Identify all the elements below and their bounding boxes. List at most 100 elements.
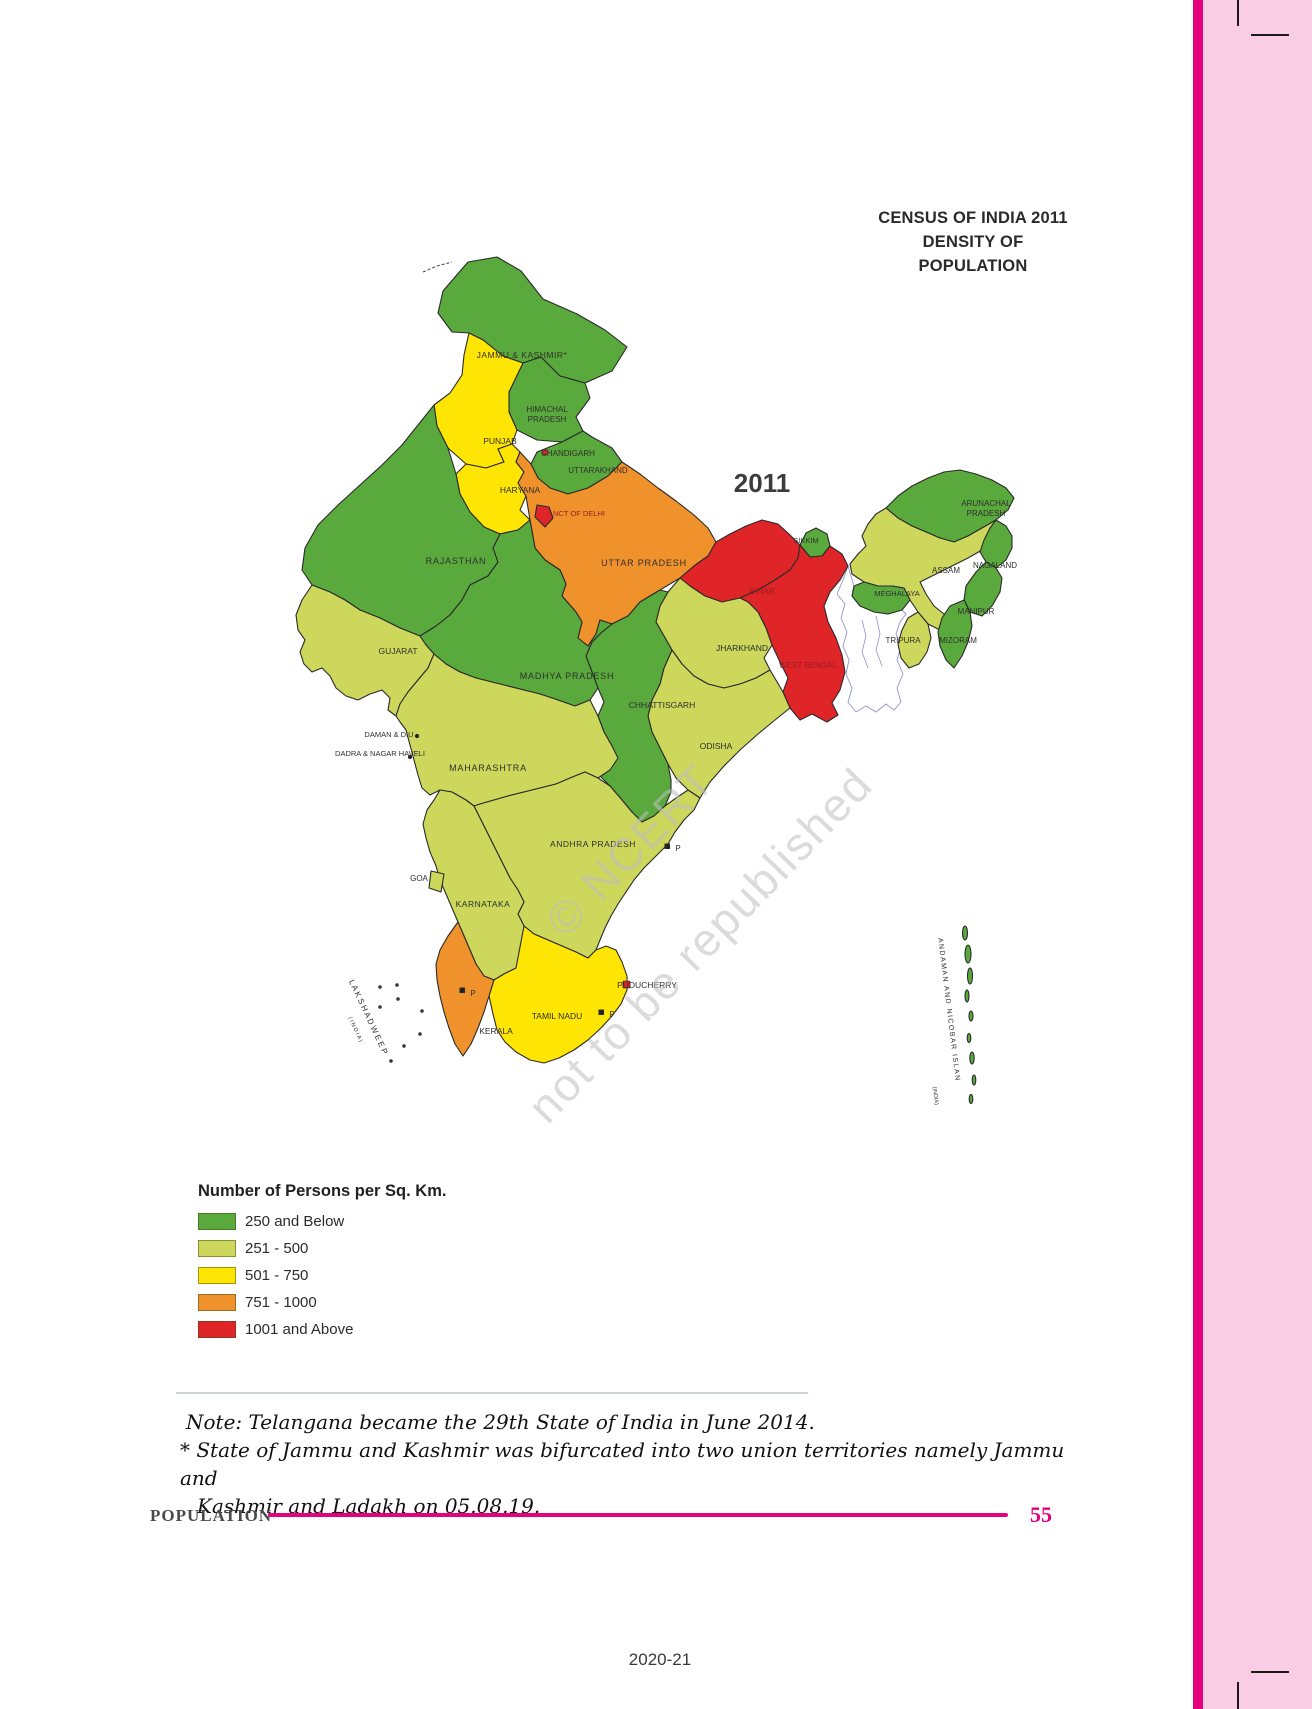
state-tripura — [897, 611, 932, 669]
map-title: CENSUS OF INDIA 2011 DENSITY OF POPULATI… — [868, 206, 1078, 278]
river-line — [861, 619, 869, 669]
legend-label-250_below: 250 and Below — [245, 1213, 345, 1230]
map-label-karnataka: KARNATAKA — [456, 899, 511, 909]
legend-row-251_500: 251 - 500 — [198, 1240, 446, 1257]
map-label-uttar-pradesh: UTTAR PRADESH — [601, 558, 687, 568]
map-label-dadra-nagar-haveli: DADRA & NAGAR HAVELI — [335, 749, 425, 758]
legend-row-501_750: 501 - 750 — [198, 1267, 446, 1284]
map-label-mizoram: MIZORAM — [939, 636, 977, 645]
crop-mark-top-vertical — [1237, 0, 1239, 26]
legend-swatch-251_500 — [198, 1240, 236, 1257]
map-label-meghalaya: MEGHALAYA — [874, 589, 920, 598]
state-assam — [849, 507, 1003, 631]
map-label-west-bengal: WEST BENGAL — [779, 661, 837, 670]
map-label-kerala: KERALA — [479, 1026, 513, 1036]
map-label-year-2011: 2011 — [734, 468, 790, 498]
footer-page-number: 55 — [1030, 1502, 1052, 1527]
map-label-chhattisgarh: CHHATTISGARH — [629, 700, 695, 710]
legend-rows: 250 and Below 251 - 500 501 - 750 751 - 100… — [198, 1213, 446, 1338]
andaman-island — [968, 1093, 974, 1105]
map-label-andhra-pradesh: ANDHRA PRADESH — [550, 839, 636, 849]
andaman-island — [969, 1051, 975, 1065]
note-line2: * State of Jammu and Kashmir was bifurca… — [180, 1438, 1065, 1490]
legend-swatch-1001_above — [198, 1321, 236, 1338]
state-tamil-nadu — [488, 925, 628, 1064]
map-label-p-karaikal: P — [609, 1010, 614, 1019]
map-label-madhya-pradesh: MADHYA PRADESH — [520, 671, 615, 681]
legend-swatch-250_below — [198, 1213, 236, 1230]
legend-row-751_1000: 751 - 1000 — [198, 1294, 446, 1311]
map-label-andaman-india: (INDIA) — [931, 1086, 939, 1105]
karaikal-marker — [598, 1009, 605, 1016]
map-label-bihar: BIHAR — [749, 586, 775, 596]
crop-mark-bottom-vertical — [1237, 1682, 1239, 1709]
dadra-marker — [407, 754, 413, 760]
legend-row-250_below: 250 and Below — [198, 1213, 446, 1230]
legend-swatch-501_750 — [198, 1267, 236, 1284]
island-groups — [378, 925, 977, 1105]
map-title-line2: DENSITY OF POPULATION — [918, 233, 1028, 275]
map-label-gujarat: GUJARAT — [378, 646, 417, 656]
river-line — [875, 615, 883, 667]
state-goa — [428, 870, 445, 893]
map-label-himachal-line1: HIMACHAL — [526, 405, 568, 414]
map-label-odisha: ODISHA — [700, 741, 733, 751]
state-shapes — [295, 256, 1015, 1064]
note-line1: Note: Telangana became the 29th State of… — [186, 1410, 815, 1434]
map-label-nct-delhi: NCT OF DELHI — [553, 509, 605, 518]
page-edge-band-light — [1203, 0, 1312, 1709]
crop-mark-bottom-horizontal — [1251, 1671, 1289, 1673]
legend-label-751_1000: 751 - 1000 — [245, 1294, 317, 1311]
yanam-marker — [664, 843, 671, 850]
andaman-island — [966, 967, 974, 985]
legend-label-1001_above: 1001 and Above — [245, 1321, 354, 1338]
map-label-maharashtra: MAHARASHTRA — [449, 763, 527, 773]
map-label-lakshadweep: L A K S H A D W E E P — [347, 978, 389, 1055]
map-label-punjab: PUNJAB — [483, 436, 517, 446]
note-block: Note: Telangana became the 29th State of… — [180, 1408, 1100, 1520]
map-title-line1: CENSUS OF INDIA 2011 — [878, 209, 1068, 227]
page-edge-band-dark — [1193, 0, 1203, 1709]
page-footer: POPULATION 55 — [150, 1502, 1070, 1532]
puducherry-marker — [622, 980, 631, 989]
legend-swatch-751_1000 — [198, 1294, 236, 1311]
map-label-p-mahe: P — [470, 989, 475, 998]
mahe-marker — [459, 987, 466, 994]
state-meghalaya — [851, 581, 911, 615]
map-label-assam: ASSAM — [932, 566, 960, 575]
map-label-daman-diu: DAMAN & DIU — [364, 730, 413, 739]
map-label-sikkim: SIKKIM — [793, 536, 818, 545]
map-label-andaman-nicobar: ANDAMAN AND NICOBAR ISLAN — [936, 938, 961, 1083]
andaman-island — [964, 989, 970, 1003]
map-label-jharkhand: JHARKHAND — [716, 643, 768, 653]
note-divider-rule — [176, 1392, 808, 1394]
andaman-island — [968, 1010, 974, 1022]
map-label-p-yanam: P — [675, 844, 680, 853]
legend-label-251_500: 251 - 500 — [245, 1240, 309, 1257]
crop-mark-top-horizontal — [1251, 34, 1289, 36]
map-label-arunachal-line2: PRADESH — [967, 509, 1006, 518]
edition-year: 2020-21 — [628, 1650, 692, 1669]
map-label-manipur: MANIPUR — [958, 607, 995, 616]
lakshadweep-islets — [378, 983, 424, 1063]
map-label-jammu-kashmir: JAMMU & KASHMIR* — [477, 350, 568, 360]
map-label-arunachal-line1: ARUNACHAL — [961, 499, 1011, 508]
undefined-boundary-dashes — [422, 261, 453, 273]
footer-section-label: POPULATION — [150, 1506, 273, 1525]
andaman-island — [966, 1032, 972, 1044]
map-label-nagaland: NAGALAND — [973, 561, 1017, 570]
state-gujarat — [295, 584, 435, 717]
map-label-tripura: TRIPURA — [885, 636, 921, 645]
legend-title: Number of Persons per Sq. Km. — [198, 1182, 447, 1200]
map-legend: Number of Persons per Sq. Km. 250 and Be… — [198, 1182, 446, 1348]
map-label-rajasthan: RAJASTHAN — [426, 556, 487, 566]
state-nct-of-delhi — [534, 504, 554, 528]
legend-row-1001_above: 1001 and Above — [198, 1321, 446, 1338]
state-maharashtra — [395, 653, 619, 807]
legend-label-501_750: 501 - 750 — [245, 1267, 309, 1284]
state-manipur — [963, 561, 1003, 617]
andaman-island — [971, 1074, 977, 1086]
map-label-haryana: HARYANA — [500, 485, 541, 495]
footer-accent-line — [268, 1513, 1008, 1517]
